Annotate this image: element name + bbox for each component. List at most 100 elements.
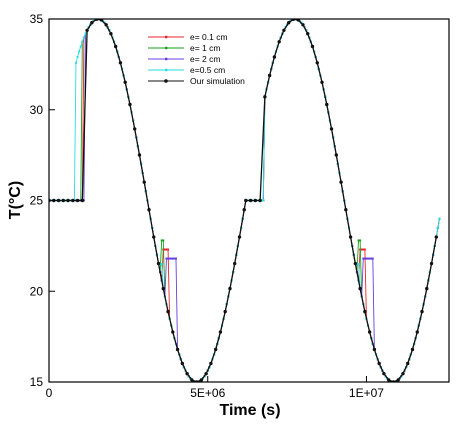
- data-point: [104, 23, 108, 27]
- data-point: [358, 286, 362, 291]
- data-point: [282, 28, 286, 32]
- data-point: [367, 257, 370, 260]
- y-tick-label: 35: [30, 12, 44, 26]
- data-point: [163, 248, 166, 251]
- data-point: [267, 73, 272, 78]
- data-point: [171, 330, 175, 334]
- data-point: [244, 198, 248, 203]
- x-axis-label: Time (s): [219, 402, 280, 419]
- data-point: [368, 257, 371, 260]
- data-point: [242, 207, 246, 212]
- legend-item: Our simulation: [148, 76, 245, 86]
- legend-item: e= 1 cm: [148, 43, 220, 53]
- data-point: [137, 153, 142, 157]
- data-point: [429, 261, 434, 266]
- legend-label: e= 2 cm: [190, 54, 220, 64]
- data-point: [167, 248, 170, 251]
- legend-item: e= 2 cm: [148, 54, 220, 64]
- data-point: [325, 102, 329, 107]
- data-point: [180, 361, 185, 366]
- data-point: [401, 371, 405, 376]
- data-point: [315, 61, 319, 65]
- data-point: [237, 235, 242, 239]
- series-line: [49, 19, 437, 382]
- data-point: [213, 347, 218, 352]
- data-point: [56, 198, 61, 203]
- data-point: [371, 257, 374, 260]
- data-point: [233, 261, 237, 266]
- series-layer: [49, 19, 441, 382]
- data-point: [359, 239, 362, 242]
- data-point: [425, 286, 429, 291]
- data-point: [123, 80, 127, 84]
- legend-swatch-marker: [165, 68, 168, 72]
- data-point: [80, 198, 85, 203]
- data-point: [360, 248, 363, 251]
- data-point: [85, 28, 89, 32]
- data-point: [310, 44, 315, 49]
- data-point: [156, 261, 161, 266]
- data-point: [128, 102, 132, 107]
- legend-swatch-marker: [164, 79, 168, 83]
- data-point: [357, 239, 360, 242]
- data-point: [438, 217, 441, 220]
- legend-label: e=0.5 cm: [190, 65, 225, 75]
- data-point: [396, 378, 400, 382]
- y-axis-label: T(°C): [7, 181, 24, 219]
- legend-item: e= 0.1 cm: [148, 32, 228, 42]
- data-point: [357, 263, 360, 266]
- data-point: [71, 198, 75, 203]
- data-point: [262, 199, 265, 202]
- data-point: [75, 198, 80, 203]
- x-tick-label: 1E+07: [349, 386, 384, 400]
- legend-item: e=0.5 cm: [148, 65, 225, 75]
- data-point: [277, 40, 281, 44]
- data-point: [152, 235, 156, 239]
- data-point: [410, 347, 415, 352]
- data-point: [344, 207, 348, 212]
- data-point: [84, 32, 87, 35]
- data-point: [168, 257, 171, 260]
- series-5: [49, 19, 439, 382]
- y-tick-label: 20: [30, 284, 44, 298]
- data-point: [133, 127, 137, 131]
- data-point: [161, 286, 165, 291]
- data-point: [296, 19, 300, 22]
- data-point: [147, 207, 151, 212]
- data-point: [286, 21, 291, 25]
- data-point: [160, 239, 163, 242]
- x-axis-ticks: 0 5E+06 1E+07: [46, 376, 384, 400]
- data-point: [160, 263, 163, 266]
- data-point: [370, 257, 373, 260]
- data-point: [339, 180, 343, 184]
- data-point: [61, 198, 65, 203]
- data-point: [386, 378, 391, 382]
- data-point: [228, 286, 232, 291]
- data-point: [170, 257, 173, 260]
- data-point: [363, 257, 366, 260]
- y-axis-ticks: 15 20 25 30 35: [30, 12, 55, 389]
- data-point: [372, 347, 377, 352]
- data-point: [109, 32, 113, 36]
- data-point: [263, 95, 267, 99]
- data-point: [167, 257, 170, 260]
- legend-label: e= 0.1 cm: [190, 32, 228, 42]
- data-point: [209, 361, 213, 366]
- data-point: [353, 261, 358, 266]
- legend-label: e= 1 cm: [190, 43, 220, 53]
- data-point: [166, 309, 170, 314]
- data-point: [301, 23, 305, 27]
- data-point: [199, 378, 204, 382]
- data-point: [79, 45, 82, 48]
- data-point: [173, 257, 176, 260]
- data-point: [142, 180, 146, 184]
- legend-label: Our simulation: [190, 76, 245, 86]
- data-point: [113, 44, 118, 49]
- data-point: [185, 371, 189, 376]
- data-point: [165, 248, 168, 251]
- data-point: [66, 198, 70, 203]
- x-tick-label: 0: [46, 386, 53, 400]
- data-point: [253, 198, 258, 203]
